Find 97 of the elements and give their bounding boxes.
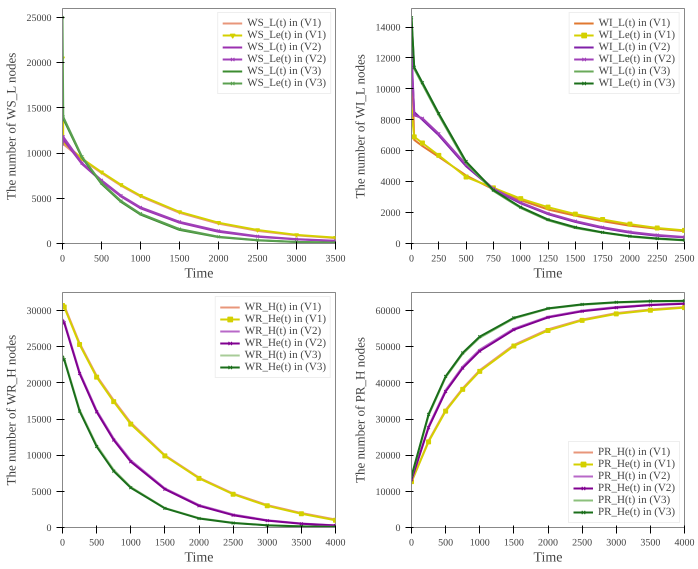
- x-tick-label: 1500: [154, 538, 175, 548]
- legend-label: WS_L(t) in (V2): [247, 41, 322, 53]
- x-tick-label: 4000: [326, 538, 346, 548]
- legend-label: WR_He(t) in (V1): [244, 313, 326, 325]
- y-tick-label: 0: [396, 523, 400, 534]
- x-tick-label: 500: [458, 254, 474, 264]
- x-tick-label: 0: [60, 538, 65, 548]
- x-tick-label: 3000: [606, 538, 626, 548]
- y-tick-label: 15000: [26, 103, 52, 114]
- legend-label: WI_L(t) in (V1): [598, 17, 670, 29]
- x-tick-label: 3000: [286, 254, 306, 264]
- y-tick-label: 20000: [26, 378, 52, 390]
- legend-label: PR_He(t) in (V2): [598, 482, 675, 494]
- y-tick-label: 10000: [376, 84, 400, 96]
- y-tick-label: 12000: [376, 53, 400, 64]
- x-tick-label: 2000: [208, 254, 228, 264]
- legend-label: WS_Le(t) in (V1): [247, 29, 326, 41]
- legend-label: PR_H(t) in (V1): [598, 446, 670, 458]
- y-axis-title: The number of WS_L nodes: [4, 52, 18, 200]
- y-tick-label: 14000: [376, 22, 400, 34]
- x-tick-label: 0: [60, 254, 65, 264]
- y-tick-label: 0: [396, 239, 400, 250]
- legend-label: PR_H(t) in (V2): [598, 470, 670, 482]
- x-tick-label: 1500: [504, 538, 524, 548]
- y-tick-label: 6000: [380, 146, 400, 158]
- y-tick-label: 5000: [32, 486, 52, 498]
- y-tick-label: 0: [46, 523, 52, 534]
- legend-label: WI_L(t) in (V3): [598, 65, 670, 77]
- x-tick-label: 1500: [170, 254, 190, 264]
- y-tick-label: 25000: [26, 13, 52, 24]
- x-tick-label: 1000: [470, 538, 490, 548]
- legend-label: WI_Le(t) in (V2): [598, 53, 675, 65]
- x-tick-label: 4000: [674, 538, 694, 548]
- legend-label: WI_Le(t) in (V1): [598, 29, 675, 41]
- x-tick-label: 3500: [291, 538, 312, 548]
- y-tick-label: 2000: [380, 208, 400, 220]
- x-tick-label: 0: [409, 538, 414, 548]
- legend-label: WS_Le(t) in (V3): [247, 77, 326, 89]
- legend-label: PR_H(t) in (V3): [598, 494, 670, 506]
- x-tick-label: 1750: [592, 254, 613, 264]
- x-tick-label: 2250: [647, 254, 668, 264]
- x-axis-title: Time: [533, 550, 563, 566]
- y-tick-label: 5000: [32, 194, 52, 205]
- legend-label: WI_Le(t) in (V3): [598, 77, 675, 89]
- legend-label: PR_He(t) in (V1): [598, 458, 675, 470]
- x-tick-label: 3500: [640, 538, 660, 548]
- legend-label: WS_Le(t) in (V2): [247, 53, 326, 65]
- y-tick-label: 10000: [26, 148, 52, 160]
- x-tick-label: 2000: [620, 254, 640, 264]
- y-tick-label: 20000: [376, 450, 400, 462]
- legend-label: PR_He(t) in (V3): [598, 506, 675, 518]
- x-tick-label: 500: [94, 254, 109, 264]
- y-axis-title: The number of WR_H nodes: [4, 334, 18, 486]
- y-tick-label: 60000: [376, 306, 400, 318]
- x-tick-label: 1500: [565, 254, 586, 264]
- x-tick-label: 2500: [223, 538, 244, 548]
- x-tick-label: 500: [438, 538, 454, 548]
- legend-label: WR_H(t) in (V1): [244, 301, 322, 313]
- x-tick-label: 250: [431, 254, 446, 264]
- legend-label: WR_H(t) in (V2): [244, 325, 322, 337]
- legend-label: WR_H(t) in (V3): [244, 349, 322, 361]
- legend-label: WI_L(t) in (V2): [598, 41, 670, 53]
- y-tick-label: 10000: [26, 450, 52, 462]
- x-axis-title: Time: [184, 550, 214, 566]
- y-tick-label: 25000: [26, 342, 52, 354]
- x-tick-label: 1000: [130, 254, 150, 264]
- y-tick-label: 40000: [376, 378, 400, 390]
- x-tick-label: 3000: [257, 538, 278, 548]
- x-tick-label: 2500: [248, 254, 268, 264]
- x-tick-label: 1250: [538, 254, 558, 264]
- y-tick-label: 20000: [26, 58, 52, 70]
- y-tick-label: 10000: [376, 486, 400, 498]
- x-tick-label: 2000: [189, 538, 209, 548]
- y-tick-label: 4000: [380, 177, 400, 188]
- x-tick-label: 1000: [120, 538, 141, 548]
- legend-label: WR_He(t) in (V3): [244, 361, 326, 373]
- x-tick-label: 2000: [538, 538, 558, 548]
- legend-label: WR_He(t) in (V2): [244, 337, 326, 349]
- y-tick-label: 15000: [26, 414, 52, 426]
- y-axis-title: The number of WI_L nodes: [352, 54, 368, 199]
- x-tick-label: 2500: [674, 254, 694, 264]
- y-tick-label: 0: [46, 239, 52, 250]
- y-tick-label: 30000: [26, 306, 52, 318]
- y-tick-label: 50000: [376, 342, 400, 354]
- x-tick-label: 2500: [572, 538, 592, 548]
- x-tick-label: 500: [89, 538, 104, 548]
- y-tick-label: 30000: [376, 414, 400, 426]
- legend-label: WS_L(t) in (V3): [247, 65, 322, 77]
- x-tick-label: 0: [409, 254, 414, 264]
- x-tick-label: 750: [486, 254, 501, 264]
- legend-label: WS_L(t) in (V1): [247, 17, 322, 29]
- x-axis-title: Time: [533, 266, 563, 282]
- x-tick-label: 1000: [510, 254, 531, 264]
- x-axis-title: Time: [184, 266, 214, 282]
- y-tick-label: 8000: [380, 115, 400, 126]
- y-axis-title: The number of PR_H nodes: [352, 337, 368, 483]
- x-tick-label: 3500: [326, 254, 346, 264]
